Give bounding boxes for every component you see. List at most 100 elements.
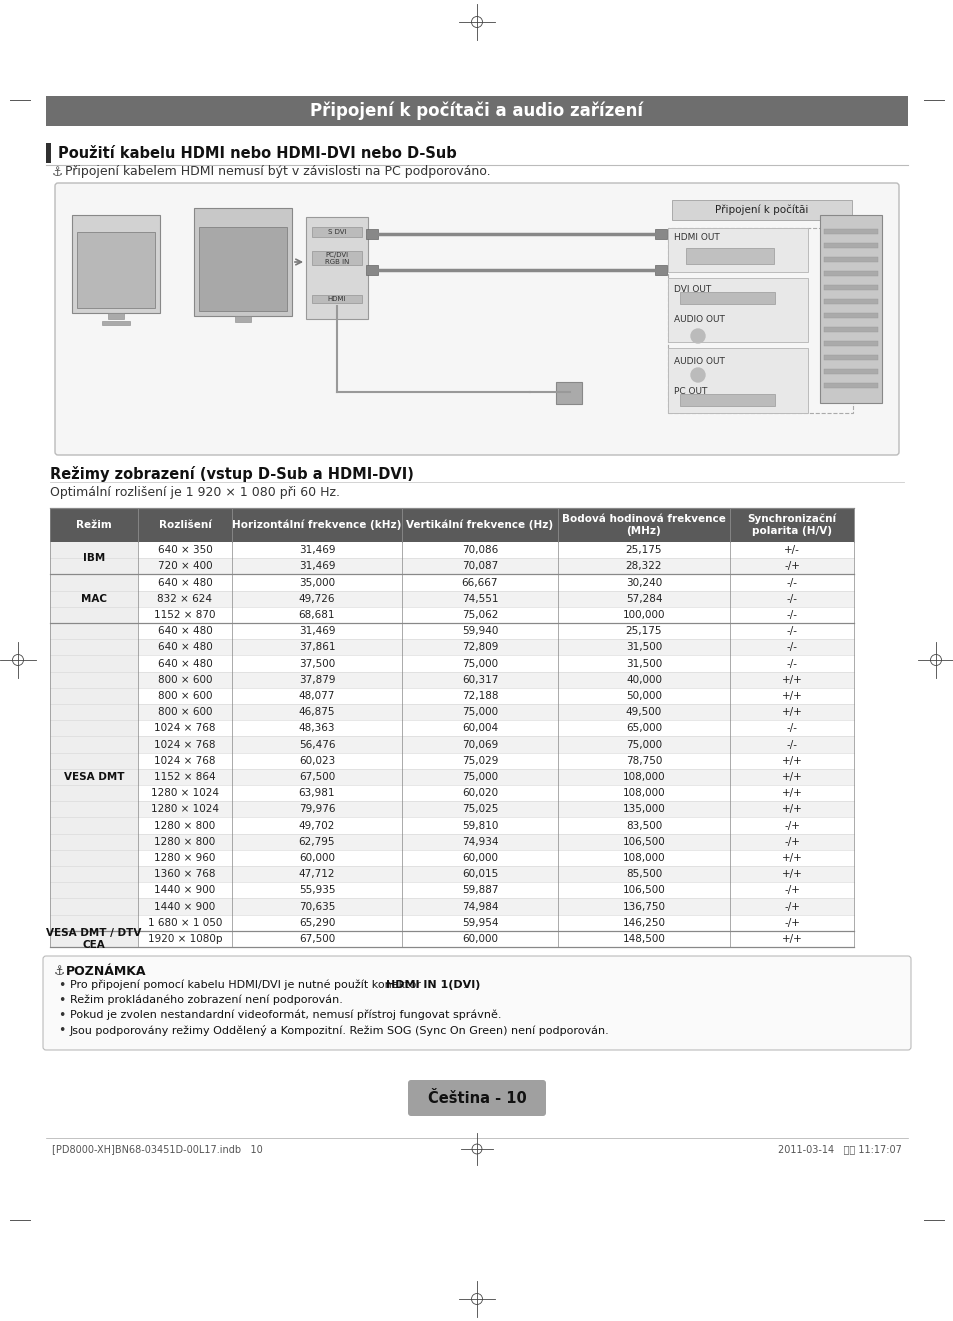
Text: Připojení k počítăi: Připojení k počítăi xyxy=(715,205,808,215)
Bar xyxy=(823,328,877,332)
Bar xyxy=(50,671,853,688)
Text: 640 × 350: 640 × 350 xyxy=(157,546,213,555)
Text: 75,000: 75,000 xyxy=(461,707,497,717)
Bar xyxy=(366,266,377,275)
Text: 108,000: 108,000 xyxy=(622,853,664,863)
Bar xyxy=(823,369,877,374)
Text: 136,750: 136,750 xyxy=(622,901,665,911)
Text: HDMI IN 1(DVI): HDMI IN 1(DVI) xyxy=(386,980,480,989)
Text: 49,702: 49,702 xyxy=(298,820,335,831)
Text: -/-: -/- xyxy=(785,740,797,749)
Text: HDMI OUT: HDMI OUT xyxy=(673,234,719,243)
Text: 49,500: 49,500 xyxy=(625,707,661,717)
Text: -/-: -/- xyxy=(785,658,797,668)
Text: 48,077: 48,077 xyxy=(298,691,335,701)
Text: 67,500: 67,500 xyxy=(298,771,335,782)
Text: 60,000: 60,000 xyxy=(461,934,497,945)
Text: 75,000: 75,000 xyxy=(625,740,661,749)
Text: 1440 × 900: 1440 × 900 xyxy=(154,901,215,911)
Text: 75,000: 75,000 xyxy=(461,658,497,668)
Text: 1920 × 1080p: 1920 × 1080p xyxy=(148,934,222,945)
Bar xyxy=(50,867,853,882)
Text: Bodová hodinová frekvence
(MHz): Bodová hodinová frekvence (MHz) xyxy=(561,514,725,536)
Text: 70,086: 70,086 xyxy=(461,546,497,555)
Bar xyxy=(50,720,853,736)
Text: 78,750: 78,750 xyxy=(625,756,661,766)
Text: VESA DMT: VESA DMT xyxy=(64,771,124,782)
Text: 31,469: 31,469 xyxy=(298,626,335,637)
Text: 1024 × 768: 1024 × 768 xyxy=(154,740,215,749)
Text: 74,934: 74,934 xyxy=(461,836,497,847)
Text: 72,809: 72,809 xyxy=(461,642,497,653)
Text: 59,940: 59,940 xyxy=(461,626,497,637)
Bar xyxy=(366,229,377,239)
Text: 800 × 600: 800 × 600 xyxy=(157,707,212,717)
Text: +/+: +/+ xyxy=(781,756,801,766)
Text: 31,500: 31,500 xyxy=(625,642,661,653)
Text: Vertikální frekvence (Hz): Vertikální frekvence (Hz) xyxy=(406,519,553,530)
Text: 66,667: 66,667 xyxy=(461,577,497,588)
Bar xyxy=(50,931,138,947)
Text: -/+: -/+ xyxy=(783,885,800,896)
Text: 640 × 480: 640 × 480 xyxy=(157,577,213,588)
Text: .: . xyxy=(463,980,466,989)
Bar xyxy=(50,769,853,785)
Text: Připojení kabelem HDMI nemusí být v závislosti na PC podporováno.: Připojení kabelem HDMI nemusí být v závi… xyxy=(65,165,490,178)
Text: [PD8000-XH]BN68-03451D-00L17.indb   10: [PD8000-XH]BN68-03451D-00L17.indb 10 xyxy=(52,1144,262,1155)
Bar xyxy=(50,575,853,590)
Text: AUDIO OUT: AUDIO OUT xyxy=(673,358,724,366)
Bar xyxy=(667,229,807,272)
Text: -/-: -/- xyxy=(785,626,797,637)
Text: Synchronizační
polarita (H/V): Synchronizační polarita (H/V) xyxy=(746,514,836,536)
Text: Použití kabelu HDMI nebo HDMI-DVI nebo D-Sub: Použití kabelu HDMI nebo HDMI-DVI nebo D… xyxy=(58,145,456,160)
Text: 47,712: 47,712 xyxy=(298,869,335,878)
Text: 148,500: 148,500 xyxy=(622,934,665,945)
Text: 70,635: 70,635 xyxy=(298,901,335,911)
Text: -/-: -/- xyxy=(785,577,797,588)
Bar xyxy=(679,292,774,304)
Bar xyxy=(199,227,287,310)
Bar xyxy=(823,341,877,346)
Text: 146,250: 146,250 xyxy=(622,918,665,927)
Text: PC OUT: PC OUT xyxy=(673,387,706,396)
Text: 75,029: 75,029 xyxy=(461,756,497,766)
Text: Režim: Režim xyxy=(76,520,112,530)
Bar xyxy=(667,229,852,413)
Text: 59,887: 59,887 xyxy=(461,885,497,896)
Text: 68,681: 68,681 xyxy=(298,610,335,620)
Bar xyxy=(667,347,807,413)
Text: 40,000: 40,000 xyxy=(625,675,661,684)
Text: 79,976: 79,976 xyxy=(298,804,335,814)
Text: Jsou podporovány režimy Oddělený a Kompozitní. Režim SOG (Sync On Green) není po: Jsou podporovány režimy Oddělený a Kompo… xyxy=(70,1025,609,1036)
Text: 37,861: 37,861 xyxy=(298,642,335,653)
Text: 37,879: 37,879 xyxy=(298,675,335,684)
Bar xyxy=(102,321,130,325)
Text: +/+: +/+ xyxy=(781,691,801,701)
Bar xyxy=(685,248,773,264)
Circle shape xyxy=(690,329,704,343)
Bar xyxy=(823,243,877,248)
Text: 70,087: 70,087 xyxy=(461,561,497,571)
Text: 1152 × 864: 1152 × 864 xyxy=(154,771,215,782)
Bar xyxy=(679,394,774,406)
Text: 55,935: 55,935 xyxy=(298,885,335,896)
Bar xyxy=(50,802,853,818)
Text: AUDIO OUT: AUDIO OUT xyxy=(673,316,724,325)
Bar xyxy=(234,316,251,322)
Bar xyxy=(193,207,292,316)
Text: 31,469: 31,469 xyxy=(298,546,335,555)
Text: 1024 × 768: 1024 × 768 xyxy=(154,756,215,766)
Bar xyxy=(50,931,853,947)
Text: 2011-03-14   오전 11:17:07: 2011-03-14 오전 11:17:07 xyxy=(778,1144,901,1155)
Text: 640 × 480: 640 × 480 xyxy=(157,642,213,653)
Text: 75,000: 75,000 xyxy=(461,771,497,782)
Bar xyxy=(823,271,877,276)
Text: 640 × 480: 640 × 480 xyxy=(157,626,213,637)
Text: 60,004: 60,004 xyxy=(461,724,497,733)
Bar xyxy=(50,542,138,575)
Text: 1024 × 768: 1024 × 768 xyxy=(154,724,215,733)
Bar xyxy=(50,898,853,914)
Bar xyxy=(820,215,882,403)
Text: 49,726: 49,726 xyxy=(298,593,335,604)
Text: +/+: +/+ xyxy=(781,675,801,684)
